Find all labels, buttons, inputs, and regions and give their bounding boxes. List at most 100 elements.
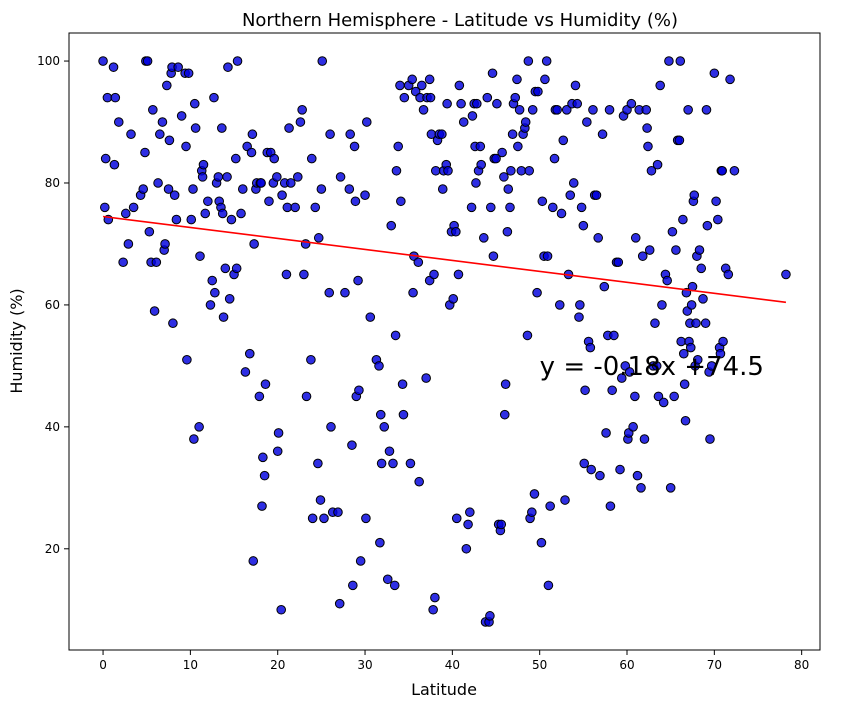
data-point — [393, 141, 404, 152]
data-point — [220, 263, 231, 274]
data-point — [344, 184, 355, 194]
data-point — [694, 245, 705, 255]
data-point — [257, 501, 267, 511]
data-point — [382, 574, 393, 585]
data-point — [258, 452, 268, 463]
data-point — [646, 165, 657, 176]
data-point — [540, 74, 550, 85]
data-point — [706, 361, 717, 371]
data-point — [549, 153, 560, 164]
x-tick-label: 20 — [270, 658, 285, 672]
data-point — [395, 80, 405, 91]
data-point — [186, 214, 197, 225]
data-point — [374, 361, 384, 371]
data-point — [554, 300, 565, 310]
data-point — [109, 159, 120, 170]
data-point — [108, 62, 119, 72]
data-point — [642, 123, 652, 133]
data-point — [604, 105, 615, 115]
data-point — [361, 513, 371, 524]
data-point — [488, 251, 499, 261]
data-point — [189, 98, 200, 109]
data-point — [153, 178, 163, 188]
data-point — [286, 178, 296, 188]
data-point — [626, 98, 637, 109]
data-point — [524, 165, 535, 176]
data-point — [698, 294, 708, 304]
data-point — [543, 580, 554, 591]
data-point — [616, 373, 627, 383]
data-point — [194, 422, 204, 432]
data-point — [512, 74, 522, 85]
data-point — [680, 415, 691, 426]
data-point — [705, 434, 715, 444]
data-point — [407, 74, 417, 85]
data-point — [527, 105, 538, 115]
data-point — [299, 269, 309, 280]
data-point — [657, 300, 667, 310]
data-point — [442, 98, 452, 109]
data-point — [725, 74, 735, 85]
data-point — [662, 275, 672, 286]
data-point — [203, 196, 213, 207]
data-point — [671, 245, 681, 255]
chart-title: Northern Hemisphere - Latitude vs Humidi… — [242, 10, 678, 31]
data-point — [692, 354, 703, 365]
data-point — [162, 80, 172, 91]
data-point — [527, 507, 537, 518]
data-point — [458, 117, 469, 127]
data-point — [123, 239, 134, 249]
data-point — [210, 287, 220, 298]
y-tick-label: 20 — [45, 542, 60, 556]
data-point — [650, 318, 660, 329]
data-point — [230, 153, 241, 164]
data-point — [609, 330, 619, 341]
data-point — [209, 92, 219, 103]
data-point — [568, 178, 579, 188]
data-point — [505, 202, 515, 213]
data-point — [313, 458, 323, 469]
data-point — [451, 226, 461, 237]
data-point — [585, 342, 596, 353]
data-point — [655, 80, 665, 91]
data-point — [561, 105, 572, 115]
data-point — [471, 178, 481, 188]
data-point — [597, 129, 608, 140]
data-point — [284, 123, 294, 133]
data-point — [384, 446, 395, 457]
data-point — [138, 184, 149, 194]
data-point — [593, 233, 603, 243]
data-point — [157, 117, 168, 127]
y-tick-label: 80 — [45, 176, 60, 190]
data-point — [678, 348, 689, 359]
data-point — [126, 129, 136, 140]
data-point — [675, 56, 686, 66]
data-point — [605, 501, 616, 511]
data-point — [155, 129, 165, 140]
data-point — [198, 159, 209, 170]
data-point — [118, 257, 128, 268]
data-point — [580, 385, 590, 396]
data-point — [461, 543, 472, 554]
data-point — [217, 208, 228, 219]
data-point — [354, 385, 364, 396]
data-point — [466, 202, 477, 213]
data-point — [120, 208, 131, 219]
data-point — [176, 111, 187, 121]
data-point — [389, 580, 400, 591]
data-point — [144, 226, 155, 237]
data-point — [297, 105, 307, 115]
data-point — [572, 98, 583, 109]
data-point — [496, 519, 507, 530]
data-point — [340, 287, 350, 298]
data-point — [181, 141, 191, 152]
data-point — [478, 233, 489, 243]
data-point — [685, 342, 696, 353]
data-point — [169, 190, 180, 200]
data-point — [213, 172, 224, 182]
data-point — [545, 501, 555, 511]
plot-frame — [68, 32, 821, 651]
data-point — [639, 434, 650, 444]
data-point — [273, 428, 284, 438]
